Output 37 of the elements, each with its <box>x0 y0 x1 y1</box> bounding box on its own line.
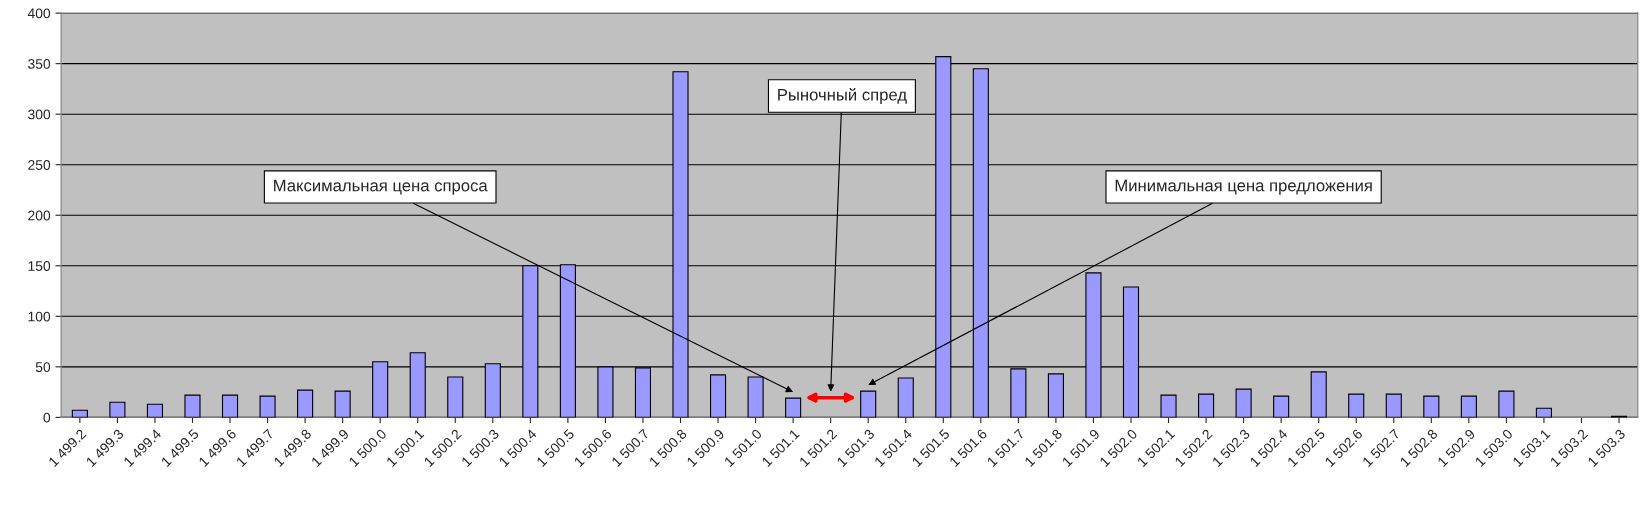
bar <box>1198 393 1215 418</box>
bar <box>897 377 914 418</box>
bar <box>184 394 201 418</box>
y-tick-label: 350 <box>28 58 51 69</box>
bar <box>1423 395 1440 418</box>
bar <box>71 409 88 418</box>
bar <box>259 395 276 418</box>
bar <box>297 389 314 418</box>
bar <box>1348 393 1365 418</box>
bar <box>109 401 126 418</box>
bar <box>1385 393 1402 418</box>
y-tick-label: 300 <box>28 109 51 120</box>
bar <box>447 376 464 418</box>
y-tick-label: 150 <box>28 261 51 271</box>
annotation: Минимальная цена предложения <box>1115 179 1372 195</box>
y-tick-label: 250 <box>28 160 51 170</box>
bar <box>146 403 164 418</box>
bar <box>1498 390 1515 418</box>
bar <box>785 397 802 418</box>
bar <box>1460 395 1477 418</box>
bar <box>1535 407 1553 418</box>
y-tick-label: 100 <box>28 311 51 322</box>
bar <box>334 390 351 418</box>
y-tick-label: 400 <box>27 8 51 19</box>
bar <box>1160 394 1177 418</box>
bar <box>860 390 877 418</box>
bar <box>221 394 239 418</box>
annotation: Рыночный спред <box>778 88 907 104</box>
bar <box>1235 388 1252 418</box>
y-tick-label: 200 <box>28 210 51 221</box>
bar <box>1047 373 1064 418</box>
y-tick-label: 0 <box>43 412 51 423</box>
y-tick-label: 50 <box>35 362 51 373</box>
bar <box>1310 371 1327 418</box>
bar <box>709 374 727 418</box>
bar <box>1273 395 1290 418</box>
annotation: Максимальная цена спроса <box>274 179 488 195</box>
